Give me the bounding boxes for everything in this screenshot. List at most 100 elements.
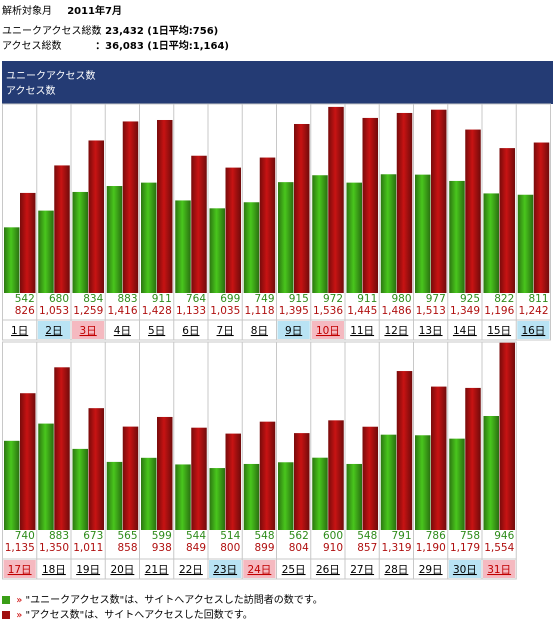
value-label-unique: 791 [391,530,411,542]
day-link-16[interactable]: 16日 [521,325,545,337]
day-link-24[interactable]: 24日 [247,564,271,576]
day-link-5[interactable]: 5日 [148,325,165,337]
value-label-access: 857 [357,542,377,554]
unique-total-value: ：23,432 (1日平均:756) [95,26,219,37]
value-label-access: 1,319 [381,542,411,554]
bar-unique-5 [141,182,157,293]
value-label-unique: 599 [152,530,172,542]
value-label-unique: 542 [15,293,35,305]
day-cell-11 [346,321,379,339]
day-link-30[interactable]: 30日 [453,564,477,576]
legend-unique: » "ユニークアクセス数"は、サイトへアクセスした訪問者の数です。 [2,591,323,606]
period-row: 解析対象月 2011年7月 [2,2,122,17]
value-label-unique: 600 [323,530,343,542]
day-cell-8 [243,321,276,339]
day-cell-3 [72,321,105,339]
bar-unique-28 [380,434,397,530]
day-link-2[interactable]: 2日 [45,325,62,337]
day-link-29[interactable]: 29日 [419,564,443,576]
bar-unique-8 [243,202,260,293]
day-link-20[interactable]: 20日 [110,564,134,576]
day-cell-5 [140,321,173,339]
bar-unique-26 [312,457,328,530]
bar-access-21 [157,416,173,530]
day-link-10[interactable]: 10日 [316,325,340,337]
value-label-access: 1,259 [73,305,103,317]
bar-unique-9 [278,182,294,293]
value-label-unique: 911 [357,293,377,305]
day-link-25[interactable]: 25日 [282,564,306,576]
day-cell-1 [3,321,36,339]
day-link-4[interactable]: 4日 [114,325,131,337]
bar-unique-4 [106,186,123,293]
bar-unique-15 [483,193,499,293]
bar-unique-20 [106,461,123,530]
legend-access-swatch [2,611,10,619]
bar-access-7 [225,167,241,293]
value-label-access: 938 [152,542,172,554]
day-link-7[interactable]: 7日 [217,325,234,337]
day-link-3[interactable]: 3日 [80,325,97,337]
bar-unique-17 [4,440,20,530]
banner-access-label: アクセス数 [6,86,56,97]
bar-unique-22 [175,464,191,530]
day-cell-17 [3,560,36,578]
value-label-access: 1,428 [142,305,172,317]
day-link-23[interactable]: 23日 [213,564,237,576]
day-link-31[interactable]: 31日 [487,564,511,576]
day-link-12[interactable]: 12日 [384,325,408,337]
day-link-18[interactable]: 18日 [42,564,66,576]
day-link-22[interactable]: 22日 [179,564,203,576]
bar-access-20 [122,426,139,530]
day-cell-29 [414,560,447,578]
day-link-8[interactable]: 8日 [251,325,268,337]
day-link-13[interactable]: 13日 [419,325,443,337]
day-link-6[interactable]: 6日 [182,325,199,337]
day-cell-21 [140,560,173,578]
value-label-access: 800 [220,542,240,554]
value-label-access: 1,349 [450,305,480,317]
value-label-access: 1,053 [39,305,69,317]
bar-access-14 [465,129,481,293]
day-cell-6 [174,321,207,339]
value-label-access: 826 [15,305,35,317]
value-label-access: 1,536 [313,305,343,317]
day-link-28[interactable]: 28日 [384,564,408,576]
bar-access-2 [54,165,70,293]
day-link-9[interactable]: 9日 [285,325,302,337]
day-link-19[interactable]: 19日 [76,564,100,576]
value-label-unique: 758 [460,530,480,542]
day-link-1[interactable]: 1日 [11,325,28,337]
bar-unique-10 [312,175,328,293]
day-link-14[interactable]: 14日 [453,325,477,337]
value-label-access: 1,135 [5,542,35,554]
bar-access-18 [54,367,70,530]
period-label: 解析対象月 [2,6,52,17]
day-cell-26 [311,560,344,578]
day-link-27[interactable]: 27日 [350,564,374,576]
value-label-access: 1,350 [39,542,69,554]
day-link-26[interactable]: 26日 [316,564,340,576]
access-total-value: ：36,083 (1日平均:1,164) [95,41,229,52]
value-label-unique: 822 [494,293,514,305]
day-link-11[interactable]: 11日 [350,325,374,337]
day-link-17[interactable]: 17日 [8,564,32,576]
day-link-15[interactable]: 15日 [487,325,511,337]
bar-unique-24 [243,463,260,530]
day-link-21[interactable]: 21日 [145,564,169,576]
unique-total-row: ユニークアクセス総数 ：23,432 (1日平均:756) [2,22,218,37]
value-label-access: 1,395 [279,305,309,317]
bar-unique-16 [517,194,534,293]
value-label-access: 849 [186,542,206,554]
value-label-unique: 548 [254,530,274,542]
day-cell-30 [448,560,481,578]
bar-unique-13 [415,174,431,293]
bar-unique-12 [380,174,397,293]
value-label-unique: 980 [391,293,411,305]
value-label-unique: 565 [117,530,137,542]
value-label-access: 1,035 [210,305,240,317]
value-label-unique: 764 [186,293,206,305]
value-label-access: 1,179 [450,542,480,554]
value-label-access: 1,190 [416,542,446,554]
